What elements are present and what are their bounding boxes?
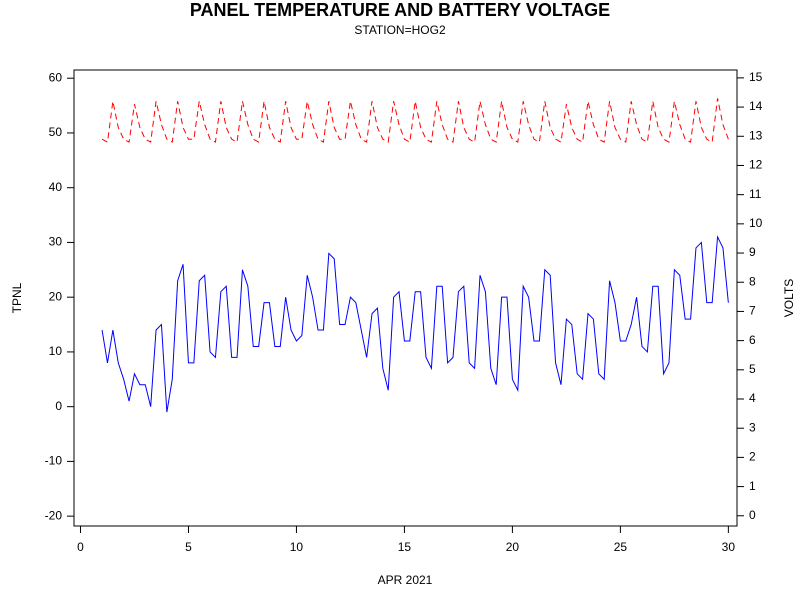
y2-tick-label: 2 — [749, 450, 756, 464]
y-tick-label: 0 — [55, 399, 62, 413]
x-tick-label: 5 — [185, 540, 192, 554]
data-line — [101, 235, 729, 413]
x-tick-label: 20 — [506, 540, 520, 554]
y2-tick-label: 14 — [749, 99, 763, 113]
y-tick-label: -20 — [45, 508, 63, 522]
y2-tick-label: 13 — [749, 128, 763, 142]
y-tick-label: 20 — [49, 289, 63, 303]
y-tick-label: 10 — [49, 344, 63, 358]
y-tick-label: -10 — [45, 454, 63, 468]
y-tick-label: 50 — [49, 125, 63, 139]
y2-tick-label: 7 — [749, 304, 756, 318]
y2-tick-label: 4 — [749, 391, 756, 405]
y2-tick-label: 5 — [749, 362, 756, 376]
x-axis-label: APR 2021 — [378, 573, 433, 587]
y2-tick-label: 6 — [749, 333, 756, 347]
y-tick-label: 60 — [49, 70, 63, 84]
y-tick-label: 40 — [49, 180, 63, 194]
x-tick-label: 15 — [398, 540, 412, 554]
chart-subtitle: STATION=HOG2 — [354, 23, 446, 37]
data-line — [101, 98, 729, 143]
y2-axis-label: VOLTS — [782, 279, 796, 317]
y2-tick-label: 1 — [749, 479, 756, 493]
plot-frame — [73, 69, 738, 527]
y2-tick-label: 15 — [749, 70, 763, 84]
y2-tick-label: 3 — [749, 420, 756, 434]
chart-title: PANEL TEMPERATURE AND BATTERY VOLTAGE — [190, 0, 610, 20]
y-tick-label: 30 — [49, 235, 63, 249]
y2-tick-label: 0 — [749, 508, 756, 522]
x-tick-label: 0 — [77, 540, 84, 554]
y2-tick-label: 10 — [749, 216, 763, 230]
y2-tick-label: 8 — [749, 274, 756, 288]
y-axis-label: TPNL — [10, 282, 24, 313]
x-tick-label: 10 — [290, 540, 304, 554]
x-tick-label: 25 — [614, 540, 628, 554]
x-tick-label: 30 — [722, 540, 736, 554]
y2-tick-label: 9 — [749, 245, 756, 259]
y2-tick-label: 12 — [749, 158, 763, 172]
y2-tick-label: 11 — [749, 187, 762, 201]
